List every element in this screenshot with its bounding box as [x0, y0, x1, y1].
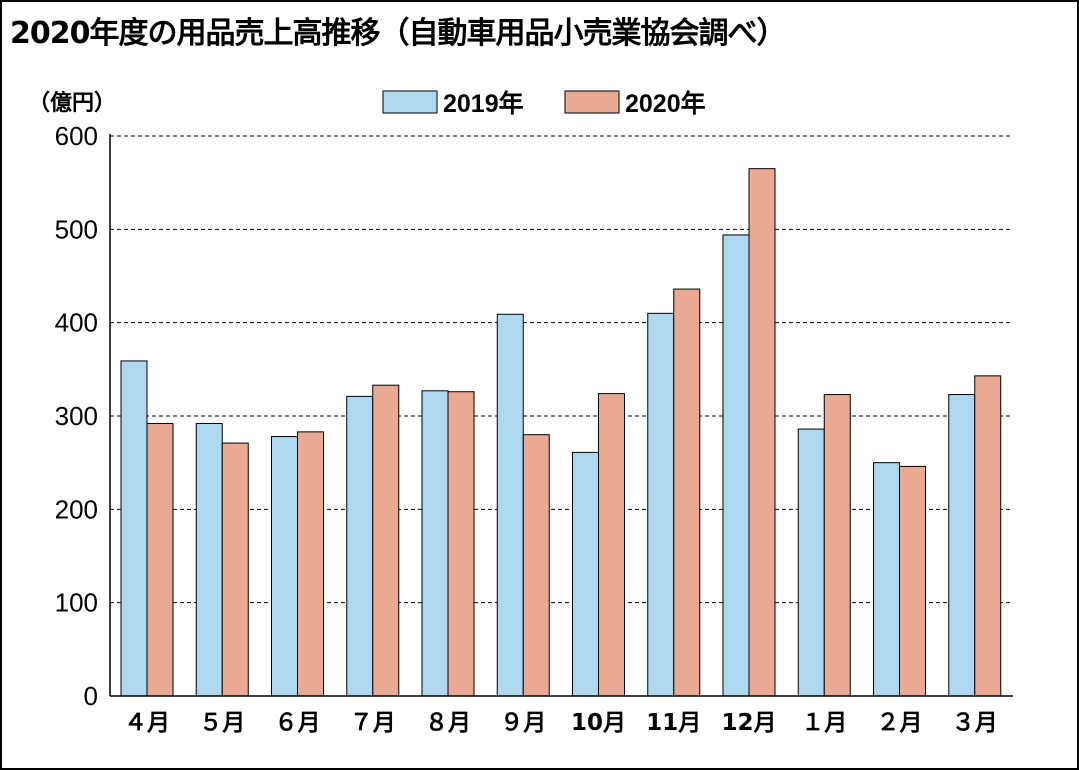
grid-lines	[110, 135, 1013, 604]
legend-label: 2020年	[625, 89, 706, 118]
legend-swatch	[564, 90, 620, 114]
legend: 2019年 2020年	[382, 89, 706, 118]
y-tick-label: 600	[55, 121, 98, 151]
bar-series2	[748, 168, 776, 697]
chart-title: 2020年度の用品売上高推移（自動車用品小売業協会調べ）	[10, 16, 786, 51]
bar-series2	[823, 394, 851, 697]
bar-series2	[598, 393, 625, 697]
x-tick-label: １月	[801, 710, 847, 736]
bar-series1	[421, 390, 449, 697]
bar-series2	[221, 442, 249, 697]
tick-labels: 0 100 200 300 400 500 600 ４月 ５月 ６月 ７月 ８月 ９月 10月 11月 12月…	[55, 121, 998, 736]
x-tick-label: ３月	[952, 710, 998, 736]
bar-series1	[346, 395, 374, 697]
x-tick-label: 10月	[571, 710, 626, 736]
bar-series1	[647, 312, 675, 697]
bar-series2	[146, 422, 174, 697]
x-tick-label: ５月	[199, 710, 245, 736]
x-tick-label: ９月	[500, 710, 546, 736]
bar-series1	[722, 234, 750, 697]
bar-series1	[797, 428, 825, 697]
axes	[109, 134, 1013, 697]
bar-series2	[974, 375, 1002, 697]
legend-label: 2019年	[443, 89, 524, 118]
x-tick-label: ４月	[124, 710, 170, 736]
y-tick-label: 100	[55, 588, 98, 618]
x-tick-label: 12月	[721, 710, 776, 736]
x-tick-label: ８月	[425, 710, 471, 736]
bars	[120, 168, 1002, 697]
bar-series2	[522, 434, 550, 697]
x-tick-label: ２月	[877, 710, 923, 736]
y-tick-label: 500	[55, 214, 98, 244]
bar-series1	[873, 462, 900, 697]
x-tick-label: 11月	[646, 710, 701, 736]
bar-series2	[297, 431, 324, 697]
bar-series1	[120, 360, 148, 697]
bar-series2	[673, 288, 701, 697]
bar-series1	[271, 436, 298, 697]
bar-series2	[372, 384, 400, 697]
bar-series2	[899, 465, 926, 697]
x-tick-label: ７月	[350, 710, 396, 736]
x-tick-label: ６月	[275, 710, 321, 736]
y-tick-label: 300	[55, 401, 98, 431]
y-tick-label: 0	[84, 681, 98, 711]
y-tick-label: 400	[55, 308, 98, 338]
y-tick-label: 200	[55, 494, 98, 524]
y-axis-unit-label: （億円）	[28, 90, 116, 116]
bar-series2	[447, 391, 475, 697]
legend-swatch	[382, 90, 438, 114]
bar-series1	[195, 422, 223, 697]
bar-series1	[572, 451, 599, 697]
bar-series1	[948, 394, 976, 697]
bar-series1	[496, 313, 524, 697]
